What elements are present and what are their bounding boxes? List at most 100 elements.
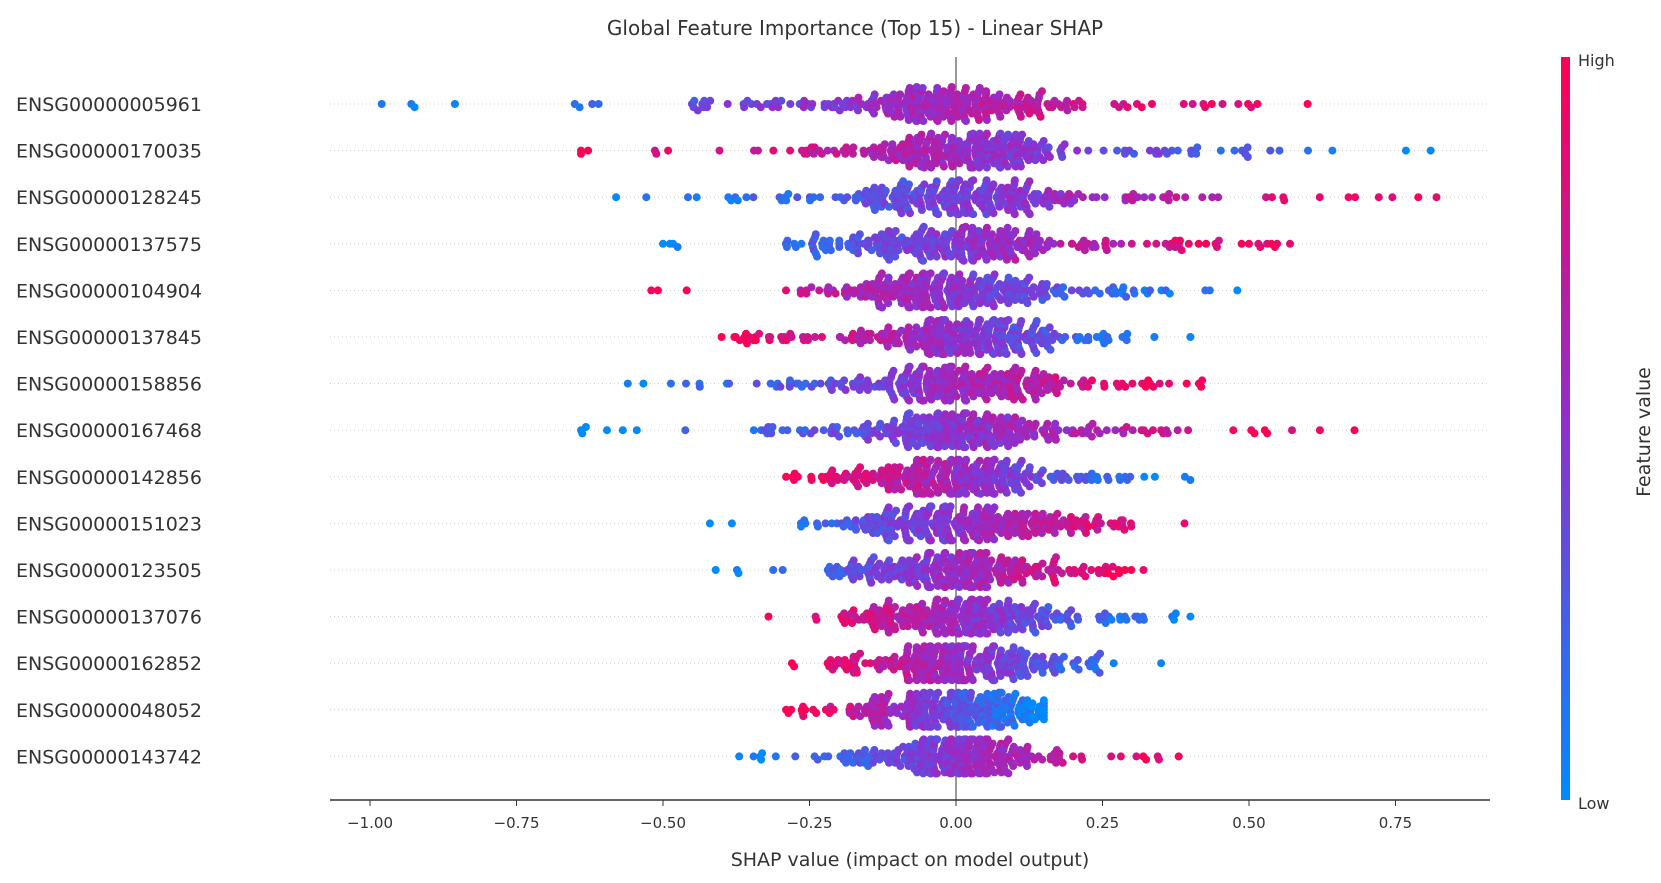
shap-point	[851, 516, 860, 525]
shap-point	[1002, 488, 1011, 497]
shap-point	[948, 227, 956, 235]
shap-point	[1133, 193, 1142, 202]
shap-point	[884, 299, 893, 308]
shap-point	[828, 466, 837, 475]
shap-point	[966, 349, 975, 357]
shap-point	[1032, 230, 1041, 239]
shap-point	[1016, 112, 1025, 121]
shap-point	[879, 382, 888, 391]
shap-point	[941, 410, 950, 419]
shap-point	[1173, 426, 1182, 435]
shap-point	[947, 117, 956, 125]
shap-point	[1146, 286, 1154, 295]
shap-point	[816, 193, 825, 202]
shap-point	[1038, 755, 1047, 764]
shap-point	[884, 503, 893, 512]
shap-point	[1304, 146, 1312, 155]
shap-point	[990, 455, 999, 464]
shap-point	[786, 100, 795, 108]
shap-point	[872, 103, 881, 112]
shap-point	[815, 286, 824, 295]
shap-point	[849, 606, 858, 615]
x-tick-label: 0.75	[1379, 814, 1412, 832]
shap-point	[925, 413, 934, 422]
shap-point	[673, 243, 682, 251]
shap-point	[1374, 193, 1383, 202]
shap-point	[1152, 239, 1161, 248]
shap-point	[954, 595, 963, 604]
shap-point	[835, 432, 844, 441]
shap-point	[758, 749, 767, 758]
shap-point	[1140, 193, 1149, 202]
shap-point	[1237, 239, 1246, 248]
shap-point	[891, 227, 900, 235]
shap-point	[891, 439, 900, 447]
x-axis-title: SHAP value (impact on model output)	[731, 849, 1090, 871]
shap-point	[1058, 758, 1067, 767]
shap-point	[1056, 239, 1065, 248]
shap-point	[948, 410, 957, 419]
shap-point	[1073, 656, 1082, 664]
shap-point	[1005, 96, 1014, 105]
shap-point	[647, 286, 656, 295]
shap-point	[974, 503, 983, 512]
shap-point	[1054, 426, 1063, 435]
shap-point	[1096, 649, 1105, 658]
shap-point	[653, 286, 662, 295]
shap-point	[1009, 643, 1018, 652]
shap-point	[939, 87, 948, 96]
shap-point	[1004, 532, 1013, 541]
shap-point	[868, 476, 877, 484]
shap-point	[976, 316, 984, 324]
shap-point	[1350, 426, 1359, 435]
shap-point	[1150, 472, 1159, 481]
shap-point	[575, 103, 584, 112]
shap-point	[924, 90, 933, 99]
x-tick-label: −0.75	[494, 814, 540, 832]
shap-point	[922, 606, 931, 615]
shap-point	[940, 303, 949, 312]
shap-point	[450, 100, 459, 108]
shap-point	[841, 336, 850, 345]
shap-point	[855, 230, 864, 239]
shap-point	[807, 476, 816, 484]
shap-point	[810, 379, 819, 388]
shap-point	[927, 395, 936, 404]
feature-label: ENSG00000151023	[16, 513, 202, 535]
shap-point	[1044, 622, 1053, 631]
shap-point	[961, 222, 970, 231]
shap-point	[1093, 525, 1102, 534]
shap-point	[1023, 762, 1031, 770]
shap-point	[948, 162, 957, 171]
shap-point	[934, 409, 943, 418]
shap-point	[1017, 317, 1026, 325]
shap-point	[1032, 349, 1041, 357]
shap-point	[1056, 382, 1064, 391]
shap-point	[1029, 283, 1038, 292]
shap-point	[982, 116, 991, 124]
shap-point	[969, 210, 978, 219]
shap-point	[623, 379, 632, 388]
shap-point	[692, 193, 701, 202]
shap-point	[997, 646, 1005, 655]
shap-point	[1082, 529, 1090, 537]
shap-point	[1010, 176, 1019, 185]
shap-point	[1043, 243, 1052, 251]
shap-point	[904, 116, 913, 124]
shap-point	[933, 595, 942, 604]
shap-point	[899, 177, 908, 186]
x-tick-label: 0.00	[939, 814, 972, 832]
shap-point	[975, 536, 984, 545]
shap-point	[802, 289, 811, 298]
shap-point	[1017, 456, 1026, 465]
shap-point	[1201, 103, 1210, 112]
shap-point	[782, 472, 791, 481]
x-axis-ticks: −1.00 −0.75 −0.50 −0.25 0.00 0.25 0.50 0.75	[347, 800, 1412, 832]
shap-point	[996, 112, 1005, 121]
shap-point	[1063, 106, 1072, 115]
shap-point	[947, 252, 956, 261]
shap-point	[742, 193, 751, 202]
shap-point	[975, 163, 984, 172]
shap-point	[857, 326, 865, 335]
shap-point	[684, 193, 692, 202]
